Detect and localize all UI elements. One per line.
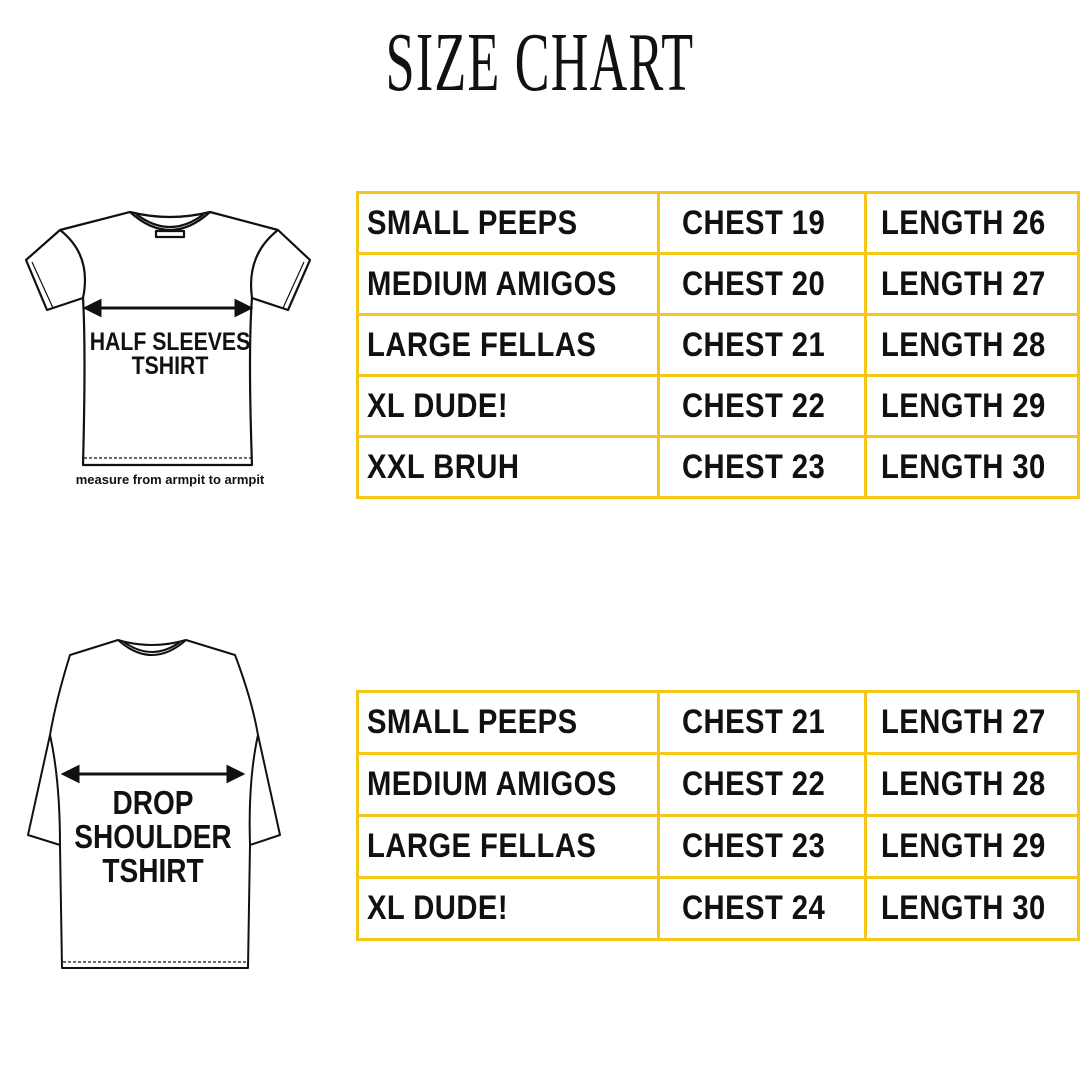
table-row: LARGE FELLAS CHEST 21 LENGTH 28 [355, 313, 1080, 377]
half-sleeves-tshirt-illustration [24, 210, 312, 467]
table-cell: LENGTH 30 [864, 435, 1080, 499]
table-row: XL DUDE! CHEST 24 LENGTH 30 [355, 876, 1080, 941]
drop-shoulder-tshirt-illustration [27, 639, 281, 969]
table-cell: LENGTH 28 [864, 752, 1080, 817]
table-cell: LENGTH 27 [864, 252, 1080, 316]
table-cell: MEDIUM AMIGOS [355, 252, 661, 316]
table-row: SMALL PEEPS CHEST 19 LENGTH 26 [355, 191, 1080, 255]
half-sleeves-label: HALF SLEEVES TSHIRT [89, 328, 251, 380]
measure-note: measure from armpit to armpit [75, 472, 265, 487]
table-cell: CHEST 24 [657, 876, 868, 941]
table-cell: MEDIUM AMIGOS [355, 752, 661, 817]
drop-shoulder-label: DROP SHOULDER TSHIRT [74, 784, 232, 889]
table-cell: LARGE FELLAS [355, 814, 661, 879]
chest-measure-arrow [82, 298, 254, 318]
table-row: SMALL PEEPS CHEST 21 LENGTH 27 [355, 690, 1080, 755]
table-cell: CHEST 19 [657, 191, 868, 255]
table-row: XXL BRUH CHEST 23 LENGTH 30 [355, 435, 1080, 499]
table-cell: SMALL PEEPS [355, 690, 661, 755]
table-row: XL DUDE! CHEST 22 LENGTH 29 [355, 374, 1080, 438]
table-cell: CHEST 21 [657, 313, 868, 377]
table-cell: CHEST 23 [657, 814, 868, 879]
page-title: SIZE CHART [385, 16, 695, 109]
table-cell: LENGTH 30 [864, 876, 1080, 941]
table-row: MEDIUM AMIGOS CHEST 20 LENGTH 27 [355, 252, 1080, 316]
table-cell: LARGE FELLAS [355, 313, 661, 377]
table-cell: CHEST 22 [657, 374, 868, 438]
table-cell: LENGTH 28 [864, 313, 1080, 377]
table-cell: XXL BRUH [355, 435, 661, 499]
table-cell: SMALL PEEPS [355, 191, 661, 255]
chest-measure-arrow [60, 764, 246, 784]
table-cell: LENGTH 27 [864, 690, 1080, 755]
half-sleeves-size-table: SMALL PEEPS CHEST 19 LENGTH 26 MEDIUM AMIG… [355, 191, 1080, 499]
table-cell: XL DUDE! [355, 876, 661, 941]
table-row: LARGE FELLAS CHEST 23 LENGTH 29 [355, 814, 1080, 879]
table-cell: CHEST 20 [657, 252, 868, 316]
table-cell: LENGTH 29 [864, 374, 1080, 438]
table-row: MEDIUM AMIGOS CHEST 22 LENGTH 28 [355, 752, 1080, 817]
drop-shoulder-size-table: SMALL PEEPS CHEST 21 LENGTH 27 MEDIUM AMIG… [355, 690, 1080, 941]
table-cell: CHEST 23 [657, 435, 868, 499]
table-cell: LENGTH 26 [864, 191, 1080, 255]
table-cell: XL DUDE! [355, 374, 661, 438]
table-cell: CHEST 22 [657, 752, 868, 817]
table-cell: LENGTH 29 [864, 814, 1080, 879]
table-cell: CHEST 21 [657, 690, 868, 755]
